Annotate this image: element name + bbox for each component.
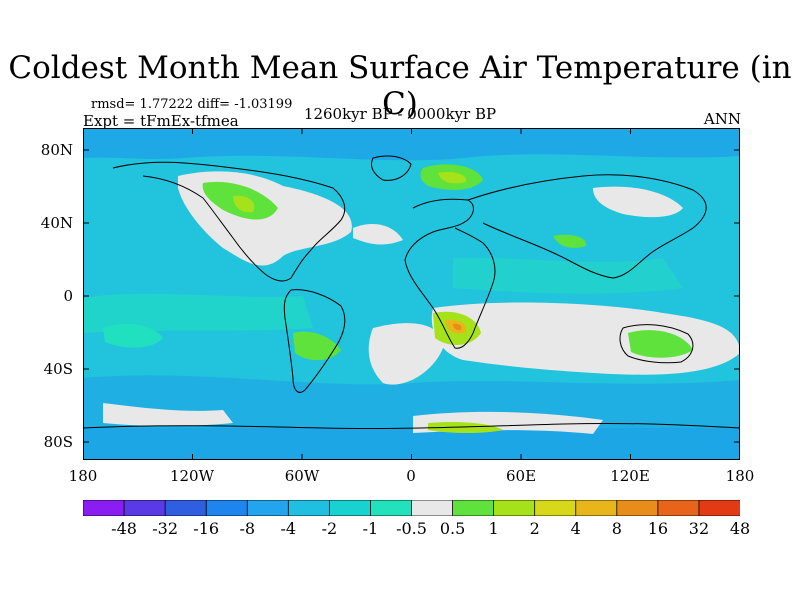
colorbar-label-6: -1 (362, 519, 379, 538)
colorbar-swatch-13 (616, 500, 659, 516)
map-warm-australia (628, 330, 693, 358)
colorbar-swatch-6 (328, 500, 372, 516)
colorbar-swatch-0 (83, 500, 125, 516)
map-warm-scandinavia-core (438, 172, 467, 184)
colorbar-swatch-2 (164, 500, 208, 516)
y-label-80s: 80S (43, 433, 73, 451)
map-warm-south-america (293, 331, 341, 361)
map-band-south-dark (83, 375, 740, 428)
map-band-antarctic (83, 428, 740, 460)
colorbar-label-10: 2 (529, 519, 540, 538)
colorbar-label-9: 1 (488, 519, 499, 538)
season-label: ANN (703, 110, 741, 128)
coastline-europe-africa (404, 198, 496, 349)
chart-title: Coldest Month Mean Surface Air Temperatu… (8, 50, 792, 122)
coastline-eurasia (467, 174, 707, 279)
colorbar-label-15: 48 (729, 519, 751, 538)
x-label-0: 0 (406, 467, 416, 485)
coastline-north-america (112, 161, 346, 282)
map-warm-canada-core (233, 195, 255, 213)
colorbar-label-4: -4 (280, 519, 297, 538)
map-coastlines (83, 155, 740, 430)
colorbar-swatch-14 (657, 500, 700, 516)
coastline-antarctica (83, 422, 740, 430)
colorbar-label-8: 0.5 (439, 519, 466, 538)
coastline-south-america (283, 289, 346, 393)
colorbar-label-12: 8 (611, 519, 622, 538)
map-warm-antarctic (428, 421, 503, 433)
colorbar-swatch-7 (370, 500, 413, 516)
colorbar-swatch-4 (246, 500, 290, 516)
x-label-180w: 180 (68, 467, 98, 485)
colorbar-label-5: -2 (321, 519, 338, 538)
colorbar-label-2: -16 (193, 519, 220, 538)
map-warm-pacific (103, 323, 163, 348)
temperature-map (83, 128, 740, 460)
coastline-greenland (370, 155, 412, 181)
y-label-40n: 40N (40, 214, 73, 232)
experiment-label: Expt = tFmEx-tfmea (83, 112, 239, 130)
x-label-60w: 60W (284, 467, 320, 485)
colorbar-swatch-5 (287, 500, 331, 516)
colorbar-swatch-8 (411, 500, 454, 516)
map-y-ticks (83, 149, 740, 443)
x-label-180e: 180 (725, 467, 755, 485)
colorbar (83, 500, 740, 516)
map-patch-pacific-light (83, 293, 313, 333)
colorbar-swatch-12 (575, 500, 618, 516)
colorbar-label-13: 16 (647, 519, 669, 538)
map-warm-mideast (553, 234, 587, 248)
map-x-ticks (83, 128, 740, 460)
y-label-40s: 40S (43, 360, 73, 378)
x-label-120e: 120E (610, 467, 650, 485)
colorbar-swatch-1 (123, 500, 167, 516)
colorbar-swatch-11 (534, 500, 577, 516)
x-label-120w: 120W (169, 467, 215, 485)
colorbar-swatch-3 (205, 500, 249, 516)
colorbar-label-11: 4 (570, 519, 581, 538)
colorbar-swatch-15 (698, 500, 740, 516)
colorbar-label-3: -8 (239, 519, 256, 538)
map-band-arctic-dark (83, 128, 740, 161)
colorbar-label-7: -0.5 (396, 519, 427, 538)
coastline-australia (619, 324, 694, 364)
colorbar-label-14: 32 (688, 519, 710, 538)
x-label-60e: 60E (505, 467, 537, 485)
colorbar-label-0: -48 (111, 519, 137, 538)
map-warm-africa-peak (453, 323, 462, 331)
map-patch-equatorial-light (453, 257, 683, 294)
colorbar-label-1: -32 (152, 519, 179, 538)
colorbar-swatch-10 (493, 500, 536, 516)
y-label-0: 0 (63, 287, 73, 305)
stats-label: rmsd= 1.77222 diff= -1.03199 (91, 97, 293, 112)
map-neutral-south-atlantic (368, 323, 443, 385)
y-label-80n: 80N (40, 141, 73, 159)
period-label: 1260kyr BP - 0000kyr BP (303, 105, 497, 123)
map-neutral-asia (593, 186, 683, 218)
map-neutral-atlantic (353, 224, 403, 245)
map-neutral-southern (103, 403, 233, 427)
colorbar-swatch-9 (452, 500, 495, 516)
